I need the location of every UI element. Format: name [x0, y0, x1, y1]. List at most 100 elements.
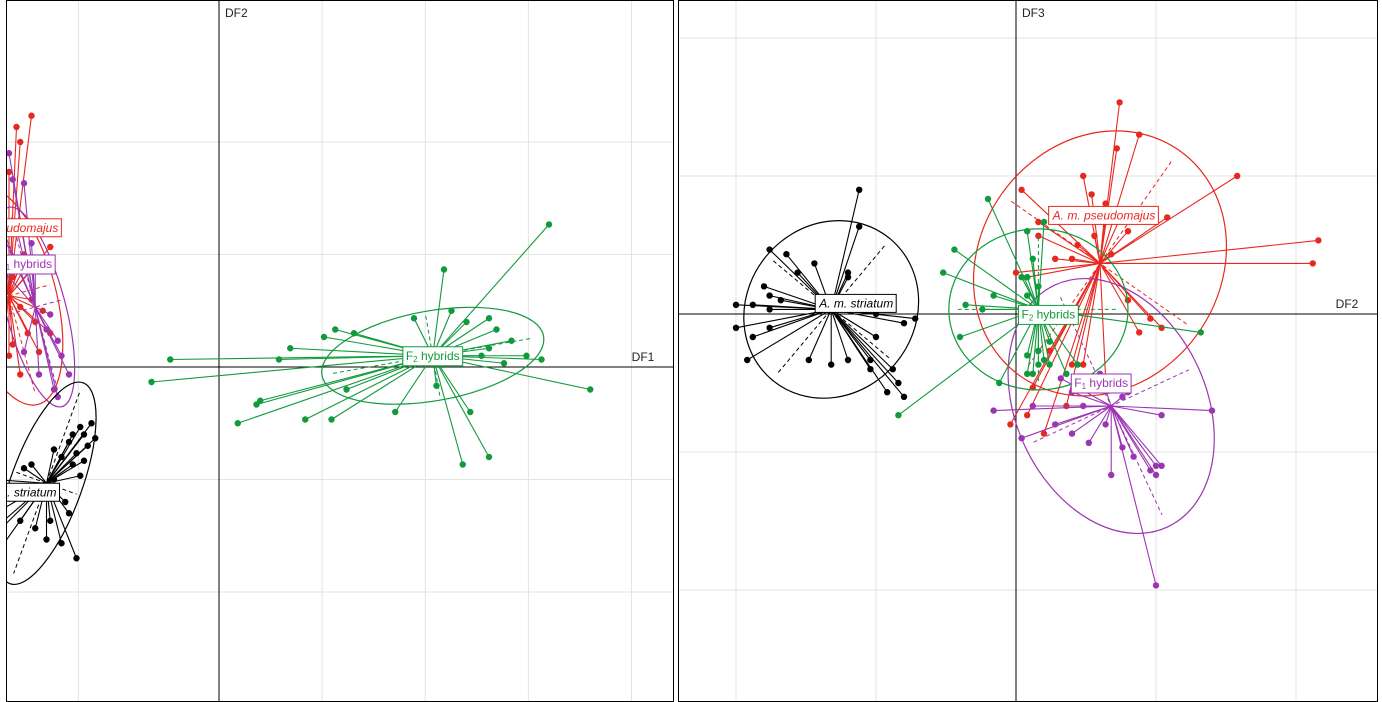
point-a-m-pseudomajus	[32, 318, 39, 326]
point-f2-hybrids	[1029, 370, 1036, 377]
spoke-a-m-pseudomajus	[1099, 263, 1129, 301]
label-box-f2-hybrids	[402, 346, 464, 367]
point-f2-hybrids	[895, 412, 902, 419]
point-f2-hybrids	[320, 333, 328, 341]
point-f2-hybrids	[350, 330, 358, 337]
point-f1-hybrids	[1108, 471, 1115, 479]
point-f1-hybrids	[990, 407, 997, 414]
label-box-a-m-striatum	[7, 482, 61, 502]
label-f1-hybrids: F1 hybrids	[7, 254, 56, 275]
spoke-f1-hybrids	[1110, 405, 1157, 467]
spoke-a-m-pseudomajus	[1099, 134, 1140, 264]
point-a-m-pseudomajus	[13, 123, 20, 131]
point-f2-hybrids	[253, 401, 260, 408]
point-f1-hybrids	[1119, 393, 1126, 400]
label-box-a-m-striatum	[814, 293, 897, 313]
point-a-m-pseudomajus	[17, 303, 24, 311]
point-f1-hybrids	[43, 326, 50, 333]
point-f2-hybrids	[1074, 361, 1081, 368]
point-f2-hybrids	[328, 416, 335, 423]
point-a-m-pseudomajus	[1018, 186, 1025, 193]
point-a-m-striatum	[732, 301, 740, 308]
point-a-m-striatum	[17, 517, 24, 524]
spoke-f1-hybrids	[1110, 405, 1151, 471]
point-a-m-pseudomajus	[1035, 218, 1042, 226]
ellipse-f2-hybrids	[321, 306, 545, 405]
point-a-m-pseudomajus	[1080, 361, 1087, 368]
spoke-a-m-pseudomajus	[1055, 258, 1101, 264]
y-axis-title: DF2	[225, 6, 248, 20]
point-a-m-pseudomajus	[1124, 228, 1132, 235]
point-f2-hybrids	[440, 266, 448, 273]
spoke-a-m-pseudomajus	[1043, 263, 1101, 434]
spoke-f1-hybrids	[23, 306, 36, 353]
spoke-a-m-striatum	[830, 308, 877, 338]
point-f1-hybrids	[1147, 467, 1154, 474]
point-a-m-striatum	[732, 324, 740, 331]
ellipse-f1-hybrids	[7, 206, 76, 408]
spoke-f2-hybrids	[237, 355, 433, 424]
label-text-f1-hybrids: F1 hybrids	[1074, 376, 1128, 391]
point-a-m-pseudomajus	[1046, 347, 1053, 354]
spoke-f1-hybrids	[1105, 405, 1112, 425]
point-f2-hybrids	[1029, 255, 1036, 262]
label-f1-hybrids: F1 hybrids	[1070, 373, 1132, 394]
point-a-m-striatum	[749, 301, 756, 308]
spoke-f1-hybrids	[1071, 391, 1112, 407]
ellipse-f1-hybrids	[1007, 277, 1215, 535]
point-a-m-striatum	[73, 450, 80, 457]
spoke-a-m-pseudomajus	[1038, 235, 1101, 264]
point-a-m-striatum	[856, 186, 863, 193]
point-a-m-striatum	[766, 306, 773, 313]
point-a-m-striatum	[32, 525, 39, 532]
point-f2-hybrids	[545, 221, 553, 228]
point-f2-hybrids	[1046, 338, 1053, 345]
right-panel-df2-df3: DF2 DF3 A. m. pseudomajus F1 hybrids F2 hybr…	[678, 0, 1378, 702]
point-f1-hybrids	[1152, 462, 1160, 469]
point-f1-hybrids	[1018, 435, 1025, 442]
spoke-a-m-striatum	[46, 434, 85, 484]
spoke-a-m-striatum	[830, 309, 888, 393]
spoke-f1-hybrids	[12, 179, 36, 308]
spoke-f2-hybrids	[1032, 258, 1039, 310]
point-a-m-pseudomajus	[1068, 255, 1076, 262]
label-box-a-m-pseudomajus	[1048, 205, 1159, 225]
point-f2-hybrids	[167, 356, 174, 363]
point-a-m-striatum	[811, 260, 818, 267]
point-f2-hybrids	[485, 453, 493, 461]
point-f2-hybrids	[990, 292, 997, 299]
ellipse-axis-a-m-striatum	[772, 260, 890, 359]
spoke-a-m-striatum	[45, 449, 55, 484]
point-f1-hybrids	[54, 393, 61, 401]
point-f2-hybrids	[1035, 347, 1042, 354]
point-a-m-striatum	[900, 320, 908, 327]
spoke-a-m-pseudomajus	[1099, 263, 1107, 379]
point-a-m-striatum	[844, 274, 852, 281]
series-f1-hybrids	[990, 277, 1216, 589]
spoke-f2-hybrids	[1026, 277, 1039, 310]
point-f2-hybrids	[493, 326, 500, 333]
spoke-a-m-pseudomajus	[1099, 239, 1319, 264]
ellipse-axis-f1-hybrids	[9, 299, 62, 315]
point-a-m-striatum	[777, 297, 784, 304]
spoke-f2-hybrids	[954, 249, 1039, 310]
point-f1-hybrids	[1119, 444, 1126, 451]
point-a-m-pseudomajus	[9, 273, 16, 281]
point-a-m-striatum	[62, 498, 69, 506]
series-f2-hybrids	[148, 221, 594, 468]
point-a-m-striatum	[77, 423, 84, 431]
spoke-a-m-pseudomajus	[1038, 221, 1101, 264]
point-a-m-striatum	[80, 431, 88, 438]
point-f2-hybrids	[1024, 292, 1031, 299]
point-a-m-striatum	[58, 453, 65, 461]
point-a-m-pseudomajus	[1108, 251, 1115, 258]
point-f1-hybrids	[1158, 412, 1165, 419]
spoke-a-m-pseudomajus	[1099, 230, 1129, 264]
point-f1-hybrids	[35, 371, 43, 378]
scatter-plot-df2-df3: DF2 DF3 A. m. pseudomajus F1 hybrids F2 hybr…	[679, 1, 1377, 701]
point-a-m-striatum	[912, 315, 919, 322]
point-f2-hybrids	[996, 379, 1003, 387]
point-a-m-striatum	[47, 517, 54, 524]
point-a-m-striatum	[794, 269, 801, 276]
point-f1-hybrids	[28, 240, 35, 247]
